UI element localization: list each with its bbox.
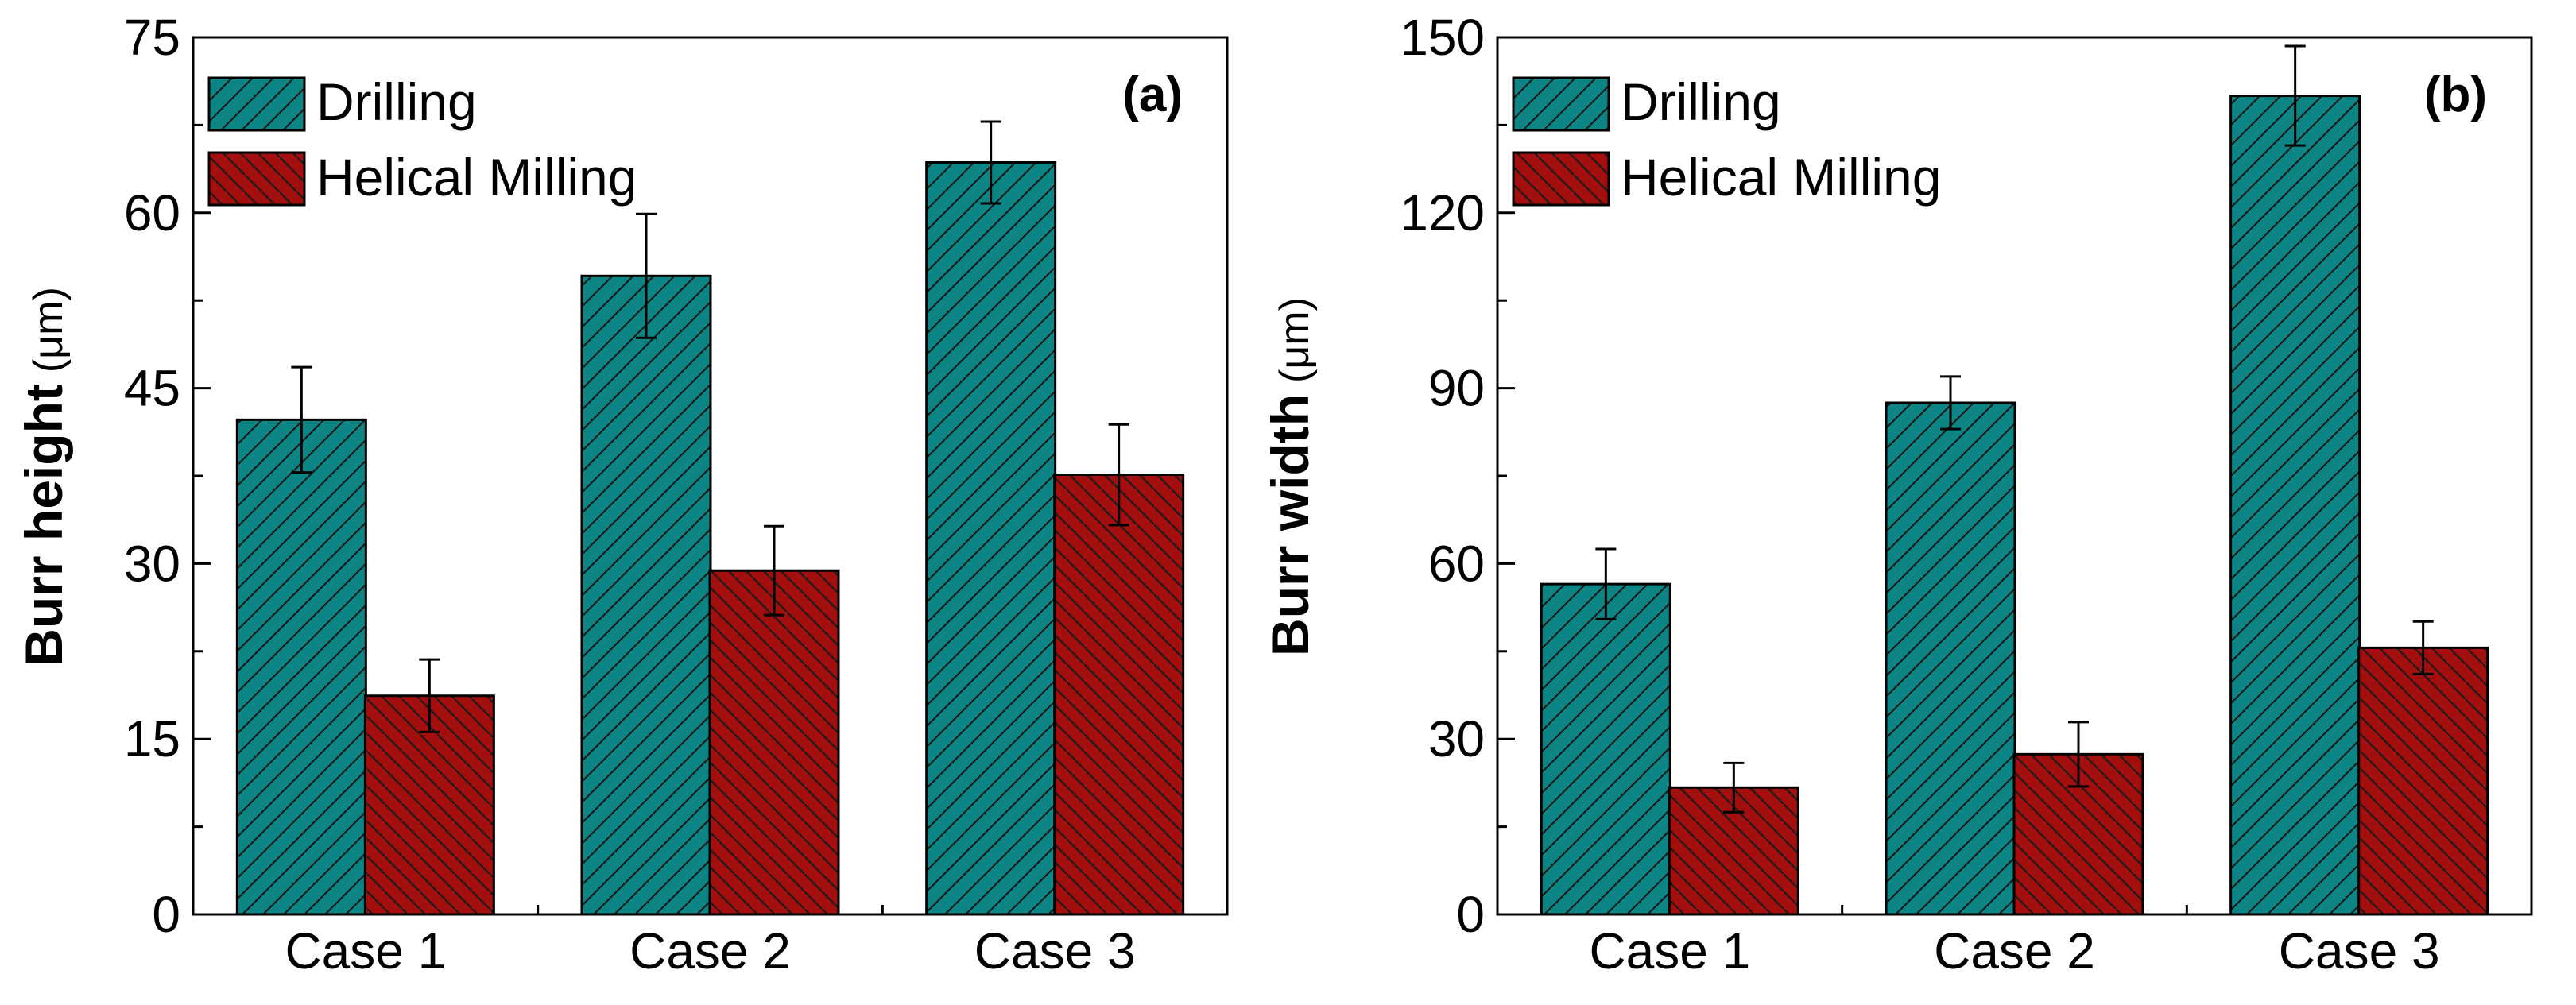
y-tick-label-b-0: 0: [1456, 886, 1485, 943]
error-bar-helical-b-case3: [2412, 620, 2434, 676]
bar-drilling-a-case2: [580, 274, 712, 916]
y-axis-title-b: Burr width(μm): [1261, 297, 1319, 656]
legend-swatch-drilling-a: [207, 76, 306, 132]
x-tick-label-a-2: Case 3: [974, 922, 1136, 980]
legend-a: Drilling Helical Milling: [207, 72, 637, 207]
panel-label-a: (a): [1122, 68, 1183, 122]
bar-helical-a-case1: [363, 694, 495, 916]
legend-swatch-helical-b: [1512, 151, 1610, 207]
bar-drilling-b-case3: [2229, 95, 2361, 916]
bar-drilling-b-case1: [1540, 582, 1671, 916]
bar-drilling-a-case1: [235, 418, 367, 916]
y-tick-label-b-4: 120: [1400, 184, 1485, 242]
legend-label-helical-a: Helical Milling: [316, 148, 637, 207]
panel-label-b: (b): [2424, 68, 2487, 122]
bar-helical-b-case3: [2357, 646, 2489, 916]
error-bar-drilling-a-case3: [980, 120, 1001, 205]
y-tick-label-a-1: 15: [124, 710, 180, 767]
y-tick-label-b-1: 30: [1428, 710, 1485, 767]
y-tick-label-a-2: 30: [124, 535, 180, 592]
error-bars-b: [1595, 44, 2434, 814]
bar-helical-a-case3: [1053, 474, 1185, 916]
legend-label-drilling-a: Drilling: [316, 72, 477, 131]
legend-label-drilling-b: Drilling: [1621, 72, 1781, 131]
x-tick-label-a-1: Case 2: [629, 922, 791, 980]
legend-label-helical-b: Helical Milling: [1621, 148, 1941, 207]
legend-b: Drilling Helical Milling: [1512, 72, 1941, 207]
error-bar-helical-b-case2: [2068, 721, 2089, 788]
error-bar-helical-b-case1: [1723, 761, 1745, 814]
y-tick-labels-a: 0 15 30 45 60 75: [124, 9, 180, 943]
x-tick-label-b-1: Case 2: [1934, 922, 2095, 980]
error-bar-drilling-b-case3: [2284, 44, 2306, 147]
x-tick-label-b-2: Case 3: [2279, 922, 2440, 980]
error-bar-drilling-b-case1: [1595, 547, 1617, 620]
x-tick-label-a-0: Case 1: [285, 922, 446, 980]
legend-swatch-helical-a: [207, 151, 306, 207]
bars-b: [1540, 95, 2489, 916]
y-tick-label-b-3: 90: [1428, 360, 1485, 417]
bar-drilling-a-case3: [925, 161, 1057, 916]
error-bars-a: [291, 120, 1129, 733]
bars-a: [235, 161, 1185, 916]
error-bar-drilling-b-case2: [1940, 375, 1961, 431]
x-tick-labels-a: Case 1 Case 2 Case 3: [285, 922, 1135, 980]
y-tick-label-a-5: 75: [124, 9, 180, 66]
y-tick-label-a-0: 0: [152, 886, 180, 943]
x-tick-labels-b: Case 1 Case 2 Case 3: [1589, 922, 2439, 980]
bar-helical-a-case2: [708, 569, 840, 916]
y-tick-label-a-4: 60: [124, 184, 180, 242]
chart-panel-b: Case 1 Case 2 Case 3 0 30 60 90 120 150 Burr wi…: [1261, 9, 2533, 980]
y-tick-labels-b: 0 30 60 90 120 150: [1400, 9, 1485, 943]
y-tick-label-b-2: 60: [1428, 535, 1485, 592]
bar-drilling-b-case2: [1885, 401, 2016, 916]
x-tick-label-b-0: Case 1: [1589, 922, 1750, 980]
error-bar-drilling-a-case1: [291, 365, 312, 474]
y-tick-label-b-5: 150: [1400, 9, 1485, 66]
y-axis-title-a: Burr height(μm): [14, 287, 73, 667]
error-bar-helical-a-case3: [1108, 423, 1129, 527]
legend-swatch-drilling-b: [1512, 76, 1610, 132]
y-tick-label-a-3: 45: [124, 360, 180, 417]
chart-panel-a: Case 1 Case 2 Case 3 0 15 30 45 60 75 Burr heig…: [14, 9, 1229, 980]
error-bar-drilling-a-case2: [636, 212, 657, 339]
error-bar-helical-a-case1: [419, 658, 440, 733]
error-bar-helical-a-case2: [764, 524, 784, 617]
